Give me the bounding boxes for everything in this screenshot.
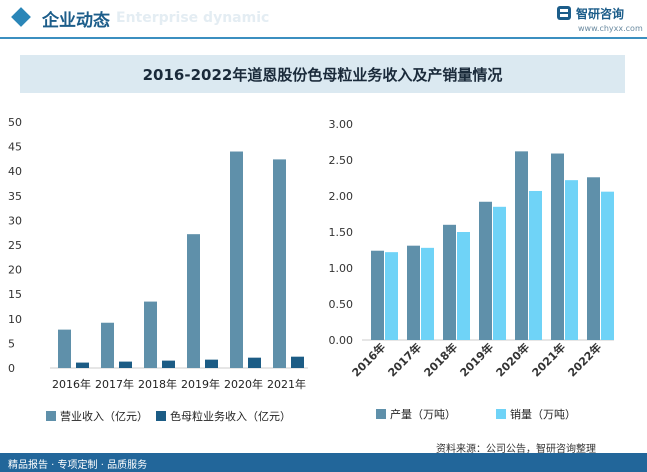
legend-swatch [496, 409, 506, 419]
y-tick-label: 40 [8, 165, 22, 178]
footer-slogan: 精品报告 · 专项定制 · 品质服务 [8, 460, 148, 471]
brand-url: www.chyxx.com [578, 24, 643, 33]
legend-swatch [376, 409, 386, 419]
legend-swatch [46, 411, 56, 421]
bar [58, 329, 71, 368]
y-tick-label: 1.00 [329, 262, 354, 275]
legend-label: 销量（万吨） [510, 407, 576, 421]
y-tick-label: 20 [8, 264, 22, 277]
bar [529, 190, 542, 340]
bar [493, 206, 506, 340]
legend-swatch [156, 411, 166, 421]
bar [601, 191, 614, 340]
y-tick-label: 0.00 [329, 334, 354, 347]
y-tick-label: 1.50 [329, 226, 354, 239]
bar [479, 201, 492, 340]
y-tick-label: 45 [8, 141, 22, 154]
x-tick-label: 2021年 [529, 340, 568, 379]
x-tick-label: 2020年 [493, 340, 532, 379]
y-tick-label: 0 [8, 362, 15, 375]
bar [385, 252, 398, 340]
y-tick-label: 3.00 [329, 118, 354, 131]
brand-name: 智研咨询 [576, 7, 625, 21]
bar [443, 224, 456, 340]
bar [515, 151, 528, 340]
y-tick-label: 25 [8, 239, 22, 252]
bar [421, 247, 434, 340]
diamond-icon [11, 7, 31, 27]
bar [248, 357, 261, 368]
bar [291, 356, 304, 368]
x-tick-label: 2021年 [267, 377, 306, 391]
bar [371, 250, 384, 340]
bar [101, 322, 114, 368]
footer-bar: 精品报告 · 专项定制 · 品质服务 [0, 453, 647, 472]
bar [205, 359, 218, 368]
x-tick-label: 2018年 [421, 340, 460, 379]
header: 企业动态 Enterprise dynamic 智研咨询 www.chyxx.c… [0, 0, 647, 36]
x-tick-label: 2022年 [565, 340, 604, 379]
brand-logo-icon [557, 6, 571, 20]
bar [457, 232, 470, 340]
x-tick-label: 2016年 [349, 340, 388, 379]
x-tick-label: 2019年 [457, 340, 496, 379]
revenue-bar-chart: 0 5 10 15 20 25 30 35 40 45 50 2016年 2017年 2018年 2019年… [8, 116, 308, 423]
header-divider [0, 37, 647, 39]
section-subtitle: Enterprise dynamic [116, 10, 270, 26]
x-tick-label: 2017年 [385, 340, 424, 379]
bar [144, 301, 157, 368]
bar [76, 362, 89, 368]
y-tick-label: 35 [8, 190, 22, 203]
production-sales-bar-chart: 0.000.501.001.502.002.503.002016年2017年20… [329, 118, 614, 421]
x-tick-label: 2016年 [52, 377, 91, 391]
legend-label: 产量（万吨） [390, 407, 456, 421]
bar [551, 153, 564, 340]
bar [119, 361, 132, 368]
x-tick-label: 2019年 [181, 377, 220, 391]
y-tick-label: 2.50 [329, 154, 354, 167]
y-tick-label: 15 [8, 288, 22, 301]
y-tick-label: 2.00 [329, 190, 354, 203]
legend-label: 色母粒业务收入（亿元） [170, 409, 291, 423]
y-tick-label: 0.50 [329, 298, 354, 311]
bar [587, 177, 600, 340]
source-note: 资料来源：公司公告，智研咨询整理 [436, 444, 596, 455]
x-tick-label: 2017年 [95, 377, 134, 391]
x-tick-label: 2018年 [138, 377, 177, 391]
bar [273, 159, 286, 368]
bar [407, 245, 420, 340]
bar [187, 234, 200, 368]
y-tick-label: 10 [8, 313, 22, 326]
section-title: 企业动态 [42, 11, 110, 31]
bar [230, 151, 243, 368]
title-banner: 2016-2022年道恩股份色母粒业务收入及产销量情况 [20, 55, 625, 93]
legend-label: 营业收入（亿元） [60, 409, 148, 423]
y-tick-label: 50 [8, 116, 22, 129]
x-tick-label: 2020年 [224, 377, 263, 391]
chart-title: 2016-2022年道恩股份色母粒业务收入及产销量情况 [142, 66, 503, 84]
bar [565, 180, 578, 340]
y-tick-label: 30 [8, 214, 22, 227]
bar [162, 360, 175, 368]
y-tick-label: 5 [8, 337, 15, 350]
